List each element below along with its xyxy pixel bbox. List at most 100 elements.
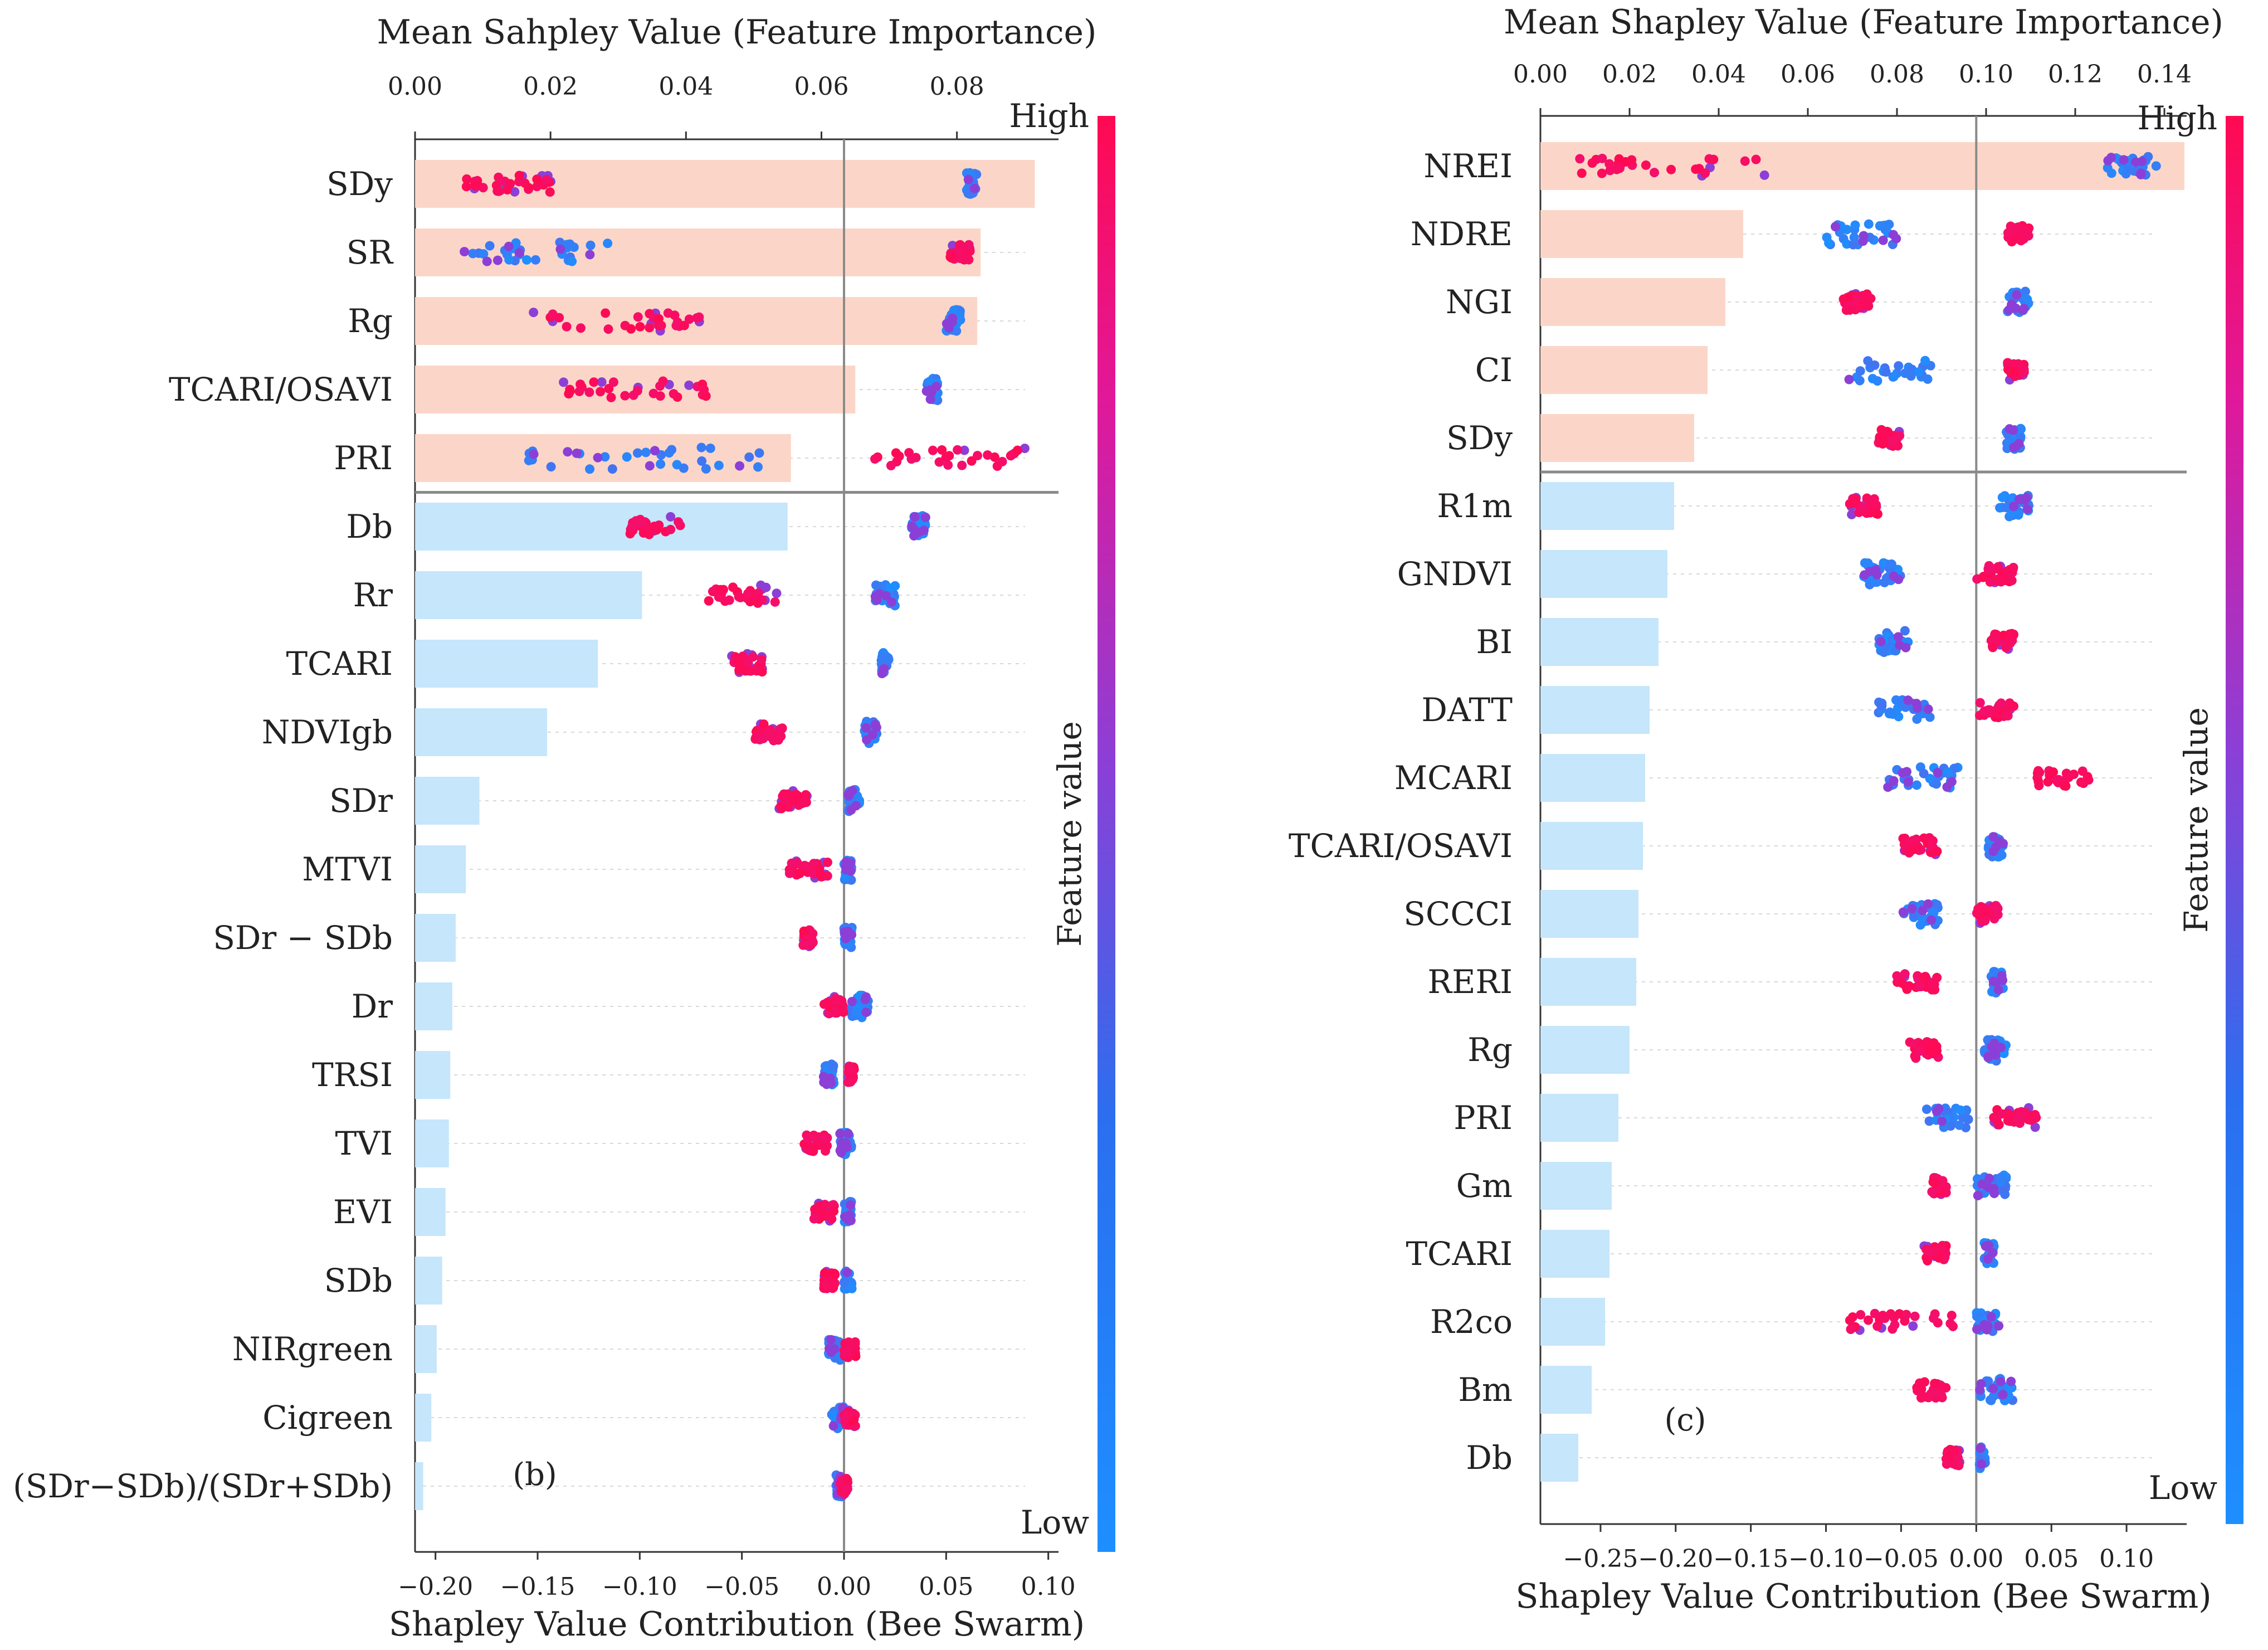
swarm-point-high xyxy=(470,181,480,191)
swarm-point-high xyxy=(1978,572,1988,582)
swarm-point-mid xyxy=(1933,768,1943,778)
swarm-point-mid xyxy=(772,588,782,598)
importance-bar-sdr-sdb xyxy=(415,914,456,962)
swarm-evi xyxy=(809,1196,856,1227)
swarm-point-high xyxy=(1997,1109,2007,1119)
swarm-point-high xyxy=(1604,159,1615,169)
swarm-point-high xyxy=(632,386,642,396)
swarm-point-high xyxy=(1597,153,1607,163)
swarm-point-mid xyxy=(504,241,514,251)
feature-label: GNDVI xyxy=(1397,555,1513,593)
swarm-point-mid xyxy=(1860,570,1870,580)
swarm-point-mid xyxy=(1975,1385,1985,1395)
swarm-point-mid xyxy=(1942,782,1952,792)
swarm-point-mid xyxy=(840,1212,850,1222)
swarm-point-mid xyxy=(563,447,573,457)
swarm-point-high xyxy=(2015,1118,2025,1128)
swarm-point-low xyxy=(696,442,706,452)
swarm-point-mid xyxy=(510,187,520,197)
swarm-point-mid xyxy=(870,592,880,602)
swarm-point-high xyxy=(1975,698,1985,708)
swarm-point-high xyxy=(2031,1113,2041,1123)
swarm-point-high xyxy=(2003,228,2013,238)
feature-label: PRI xyxy=(334,439,393,477)
swarm-point-mid xyxy=(920,513,930,523)
swarm-point-low xyxy=(1849,232,1859,242)
swarm-point-high xyxy=(724,595,734,605)
swarm-point-low xyxy=(1998,1185,2008,1195)
swarm-point-high xyxy=(828,1283,838,1293)
swarm-point-low xyxy=(1919,768,1929,778)
swarm-point-high xyxy=(815,869,825,879)
swarm-point-high xyxy=(1700,168,1710,178)
swarm-point-mid xyxy=(862,735,872,745)
swarm-point-high xyxy=(1627,155,1637,165)
swarm-ngi xyxy=(1838,286,2033,317)
colorbar-high-label: High xyxy=(2137,99,2217,137)
swarm-point-mid xyxy=(529,308,539,318)
swarm-point-high xyxy=(2043,777,2053,787)
swarm-point-mid xyxy=(1893,632,1903,642)
swarm-point-low xyxy=(1943,767,1953,777)
swarm-point-high xyxy=(524,183,534,193)
shap-tick-label: −0.10 xyxy=(1788,1545,1864,1573)
swarm-point-high xyxy=(1864,1315,1874,1325)
swarm-point-high xyxy=(1856,1310,1866,1320)
swarm-point-mid xyxy=(756,580,766,590)
swarm-point-high xyxy=(947,252,957,262)
swarm-point-mid xyxy=(1996,1376,2006,1386)
swarm-point-high xyxy=(671,320,681,330)
feature-label: SDr − SDb xyxy=(213,919,393,957)
swarm-point-mid xyxy=(1988,1384,1998,1394)
swarm-point-high xyxy=(822,871,832,881)
swarm-point-mid xyxy=(841,1138,851,1148)
swarm-point-mid xyxy=(969,183,979,193)
swarm-point-low xyxy=(1920,356,1930,366)
swarm-point-high xyxy=(575,323,586,333)
swarm-point-mid xyxy=(1847,509,1857,519)
importance-tick-label: 0.02 xyxy=(523,72,578,101)
swarm-point-low xyxy=(622,452,632,462)
swarm-point-high xyxy=(1929,1038,1939,1048)
importance-bar-sdy xyxy=(1540,414,1694,462)
swarm-point-low xyxy=(1921,1104,1932,1114)
swarm-point-mid xyxy=(944,323,954,333)
swarm-tcari-osavi xyxy=(559,373,943,405)
importance-bar-gm xyxy=(1540,1162,1612,1210)
swarm-point-high xyxy=(734,657,744,667)
shap-tick-label: −0.15 xyxy=(500,1573,575,1601)
swarm-point-mid xyxy=(514,248,524,258)
feature-label: DATT xyxy=(1421,691,1513,729)
swarm-point-high xyxy=(584,387,594,397)
swarm-point-mid xyxy=(925,395,935,405)
swarm-gndvi xyxy=(1859,558,2018,590)
feature-label: SR xyxy=(347,233,394,271)
swarm-point-low xyxy=(1996,1172,2006,1182)
swarm-point-mid xyxy=(529,449,539,459)
swarm-point-mid xyxy=(1988,976,1998,986)
importance-tick-label: 0.10 xyxy=(1959,60,2013,89)
feature-label: NREI xyxy=(1423,147,1513,185)
swarm-point-high xyxy=(1849,498,1859,508)
swarm-point-mid xyxy=(1844,374,1854,384)
swarm-point-high xyxy=(1878,439,1888,449)
importance-bar-ndre xyxy=(1540,210,1743,258)
swarm-point-high xyxy=(1930,1177,1940,1187)
swarm-nrei xyxy=(1575,152,2161,181)
swarm-point-high xyxy=(1979,706,1989,716)
swarm-point-high xyxy=(650,521,660,531)
colorbar-low-label: Low xyxy=(1021,1503,1089,1541)
colorbar-low-label: Low xyxy=(2149,1469,2217,1507)
feature-label: Db xyxy=(346,508,393,546)
feature-label: BI xyxy=(1476,623,1513,661)
swarm-point-mid xyxy=(2022,504,2032,514)
swarm-point-mid xyxy=(572,448,582,458)
swarm-point-high xyxy=(941,452,951,463)
importance-bar-rr xyxy=(415,571,642,619)
swarm-point-high xyxy=(795,869,805,879)
swarm-point-high xyxy=(1890,1320,1900,1330)
feature-label: NGI xyxy=(1446,283,1513,321)
swarm-point-low xyxy=(2121,169,2131,179)
feature-label: RERI xyxy=(1427,963,1513,1001)
swarm-point-low xyxy=(1954,1120,1964,1130)
